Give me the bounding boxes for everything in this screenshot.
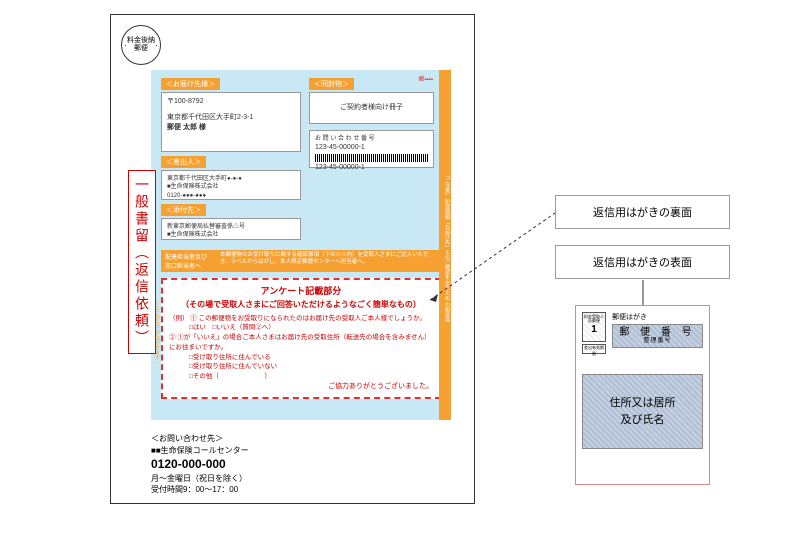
document-text: ご契約者様向け冊子 — [340, 104, 403, 111]
contact-info: ＜お問い合わせ先＞ ■■生命保険コールセンター 0120-000-000 月〜金… — [151, 433, 249, 495]
right-instruction-strip: 「ご注意」 配達情報「お届け先」とのご確認を 念のため の配達員 — [439, 70, 451, 420]
postage-stamp: 料金後納 郵便 — [121, 25, 161, 65]
postcard-zip-box: 郵 便 番 号 整理番号 — [612, 324, 703, 348]
annotation-back: 返信用はがきの裏面 — [555, 195, 730, 229]
sender-addr: 東京都千代田区大手町●-●-● — [167, 175, 295, 183]
annotation-front: 返信用はがきの表面 — [555, 245, 730, 279]
recipient-zip: 〒100-8792 — [167, 97, 295, 107]
registered-mail-label: 一般書留（返信依頼） — [128, 170, 156, 354]
inquiry-num2: 123-45-00000-1 — [315, 163, 428, 173]
survey-q1-opts: □はい □いいえ（質問②へ） — [169, 323, 433, 333]
attachment-label: ＜添付先＞ — [161, 204, 206, 216]
survey-q1: ① この郵便物をお受取りになられたのはお届け先の受取人ご本人様でしょうか。 — [190, 315, 426, 322]
sender-box: 東京都千代田区大手町●-●-● ■生命保険株式会社 0120-●●●-●●● — [161, 170, 301, 200]
survey-title: アンケート記載部分 — [169, 285, 433, 299]
contact-hours2: 受付時間9：00〜17：00 — [151, 484, 249, 495]
inquiry-header: お 問 い 合 わ せ 番 号 — [315, 135, 428, 143]
pc-stamp-text: 料金受取人払郵便 — [583, 315, 605, 324]
survey-q2-opts: □受け取り住所に住んでいる □受け取り住所に住んでいない □その他（ ） — [169, 353, 433, 382]
inquiry-box: お 問 い 合 わ せ 番 号 123-45-00000-1 123-45-00… — [309, 130, 434, 168]
recipient-name: 郵便 太郎 様 — [167, 123, 295, 133]
sender-company: ■生命保険株式会社 — [167, 183, 295, 191]
recipient-box: 〒100-8792 東京都千代田区大手町2-3-1 郵便 太郎 様 — [161, 92, 301, 152]
sender-tel: 0120-●●●-●●● — [167, 192, 295, 200]
pc-zip-sub: 整理番号 — [643, 338, 671, 344]
stamp-line1: 料金後納 — [127, 37, 155, 44]
attach-line2: ■生命保険株式会社 — [167, 231, 295, 239]
reply-postcard: 料金受取人払郵便 1 差出有効期限 郵便はがき 郵 便 番 号 整理番号 住所又… — [575, 305, 710, 485]
barcode-icon — [315, 154, 428, 162]
postcard-header: 郵便はがき — [612, 312, 703, 322]
pc-stamp-one: 1 — [583, 324, 605, 335]
survey-subtitle: （その場で受取人さまにご回答いただけるようなごく簡単なもの） — [169, 299, 433, 311]
survey-example: （例） — [169, 315, 189, 322]
stamp-line2: 郵便 — [134, 45, 148, 52]
document-box: ご契約者様向け冊子 — [309, 92, 434, 124]
attachment-box: 新東京郵便局払替審査係△号 ■生命保険株式会社 — [161, 218, 301, 240]
contact-hours1: 月〜金曜日（祝日を除く） — [151, 473, 249, 484]
survey-thanks: ご協力ありがとうございました。 — [169, 382, 433, 393]
pc-zip: 郵 便 番 号 — [619, 328, 695, 338]
document-label: ＜同封物＞ — [309, 78, 354, 90]
reception-instruction: 配達担当者及び 窓口担当者へ 本郵便物のお受け取りに関する確認事項（下の☆☆内）… — [161, 250, 441, 272]
contact-label: ＜お問い合わせ先＞ — [151, 433, 249, 444]
sender-label: ＜差出人＞ — [161, 156, 206, 168]
recipient-label: ＜お届け先様＞ — [161, 78, 220, 90]
contact-center: ■■生命保険コールセンター — [151, 445, 249, 456]
reception-right: 本郵便物のお受け取りに関する確認事項（下の☆☆内）を受取人さまにご記入いただき、… — [220, 252, 437, 270]
postcard-stamp: 料金受取人払郵便 1 — [582, 312, 606, 342]
reception-left: 配達担当者及び 窓口担当者へ — [165, 252, 220, 270]
pc-stamp-sub: 差出有効期限 — [582, 344, 606, 354]
delivery-slip: 「ご注意」 配達情報「お届け先」とのご確認を 念のため の配達員 ↓ ここから下… — [151, 70, 451, 420]
contact-tel: 0120-000-000 — [151, 456, 249, 473]
envelope: 料金後納 郵便 「ご注意」 配達情報「お届け先」とのご確認を 念のため の配達員… — [110, 14, 475, 504]
pc-addr: 住所又は居所 及び氏名 — [610, 395, 676, 428]
postcard-addr-box: 住所又は居所 及び氏名 — [582, 374, 703, 449]
attach-line1: 新東京郵便局払替審査係△号 — [167, 223, 295, 231]
inquiry-num1: 123-45-00000-1 — [315, 143, 428, 153]
recipient-addr: 東京都千代田区大手町2-3-1 — [167, 113, 295, 123]
survey-section: アンケート記載部分 （その場で受取人さまにご回答いただけるようなごく簡単なもの）… — [161, 278, 441, 399]
survey-q2: ② ①が「いいえ」の場合ご本人さまはお届け先の受取住所（転送先の場合を含みません… — [169, 333, 433, 353]
